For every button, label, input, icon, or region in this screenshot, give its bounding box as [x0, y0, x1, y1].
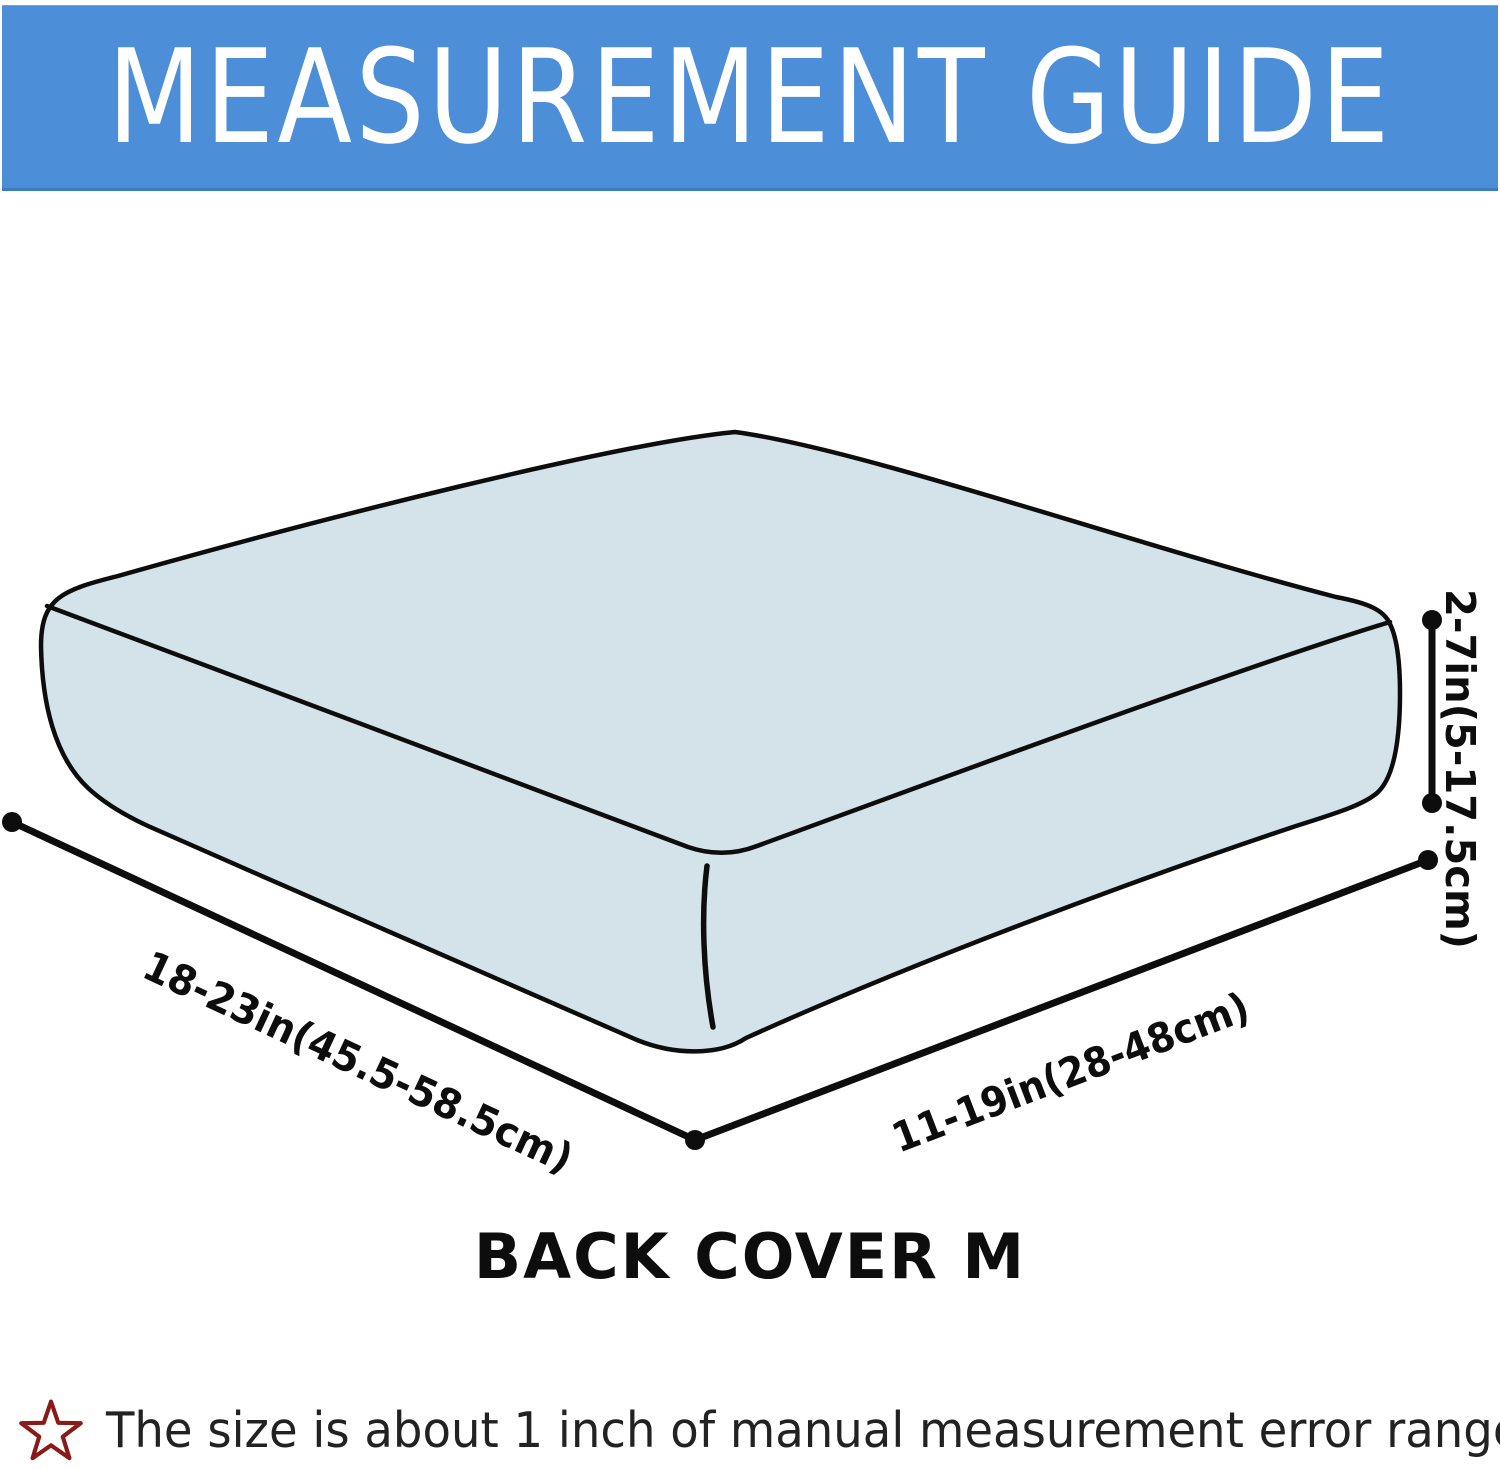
product-label: BACK COVER M [473, 1220, 1027, 1293]
cushion-corner-slit [700, 863, 716, 1030]
cushion-illustration [38, 429, 1403, 1054]
banner-title: MEASUREMENT GUIDE [107, 21, 1393, 173]
banner: MEASUREMENT GUIDE [2, 5, 1498, 191]
dimension-endpoint-dot [1422, 610, 1442, 630]
star-icon [16, 1396, 86, 1466]
footnote: The size is about 1 inch of manual measu… [16, 1396, 1500, 1466]
dimension-label-height: 2-7in(5-17.5cm) [1436, 589, 1484, 949]
dimension-endpoint-dot [1418, 850, 1438, 870]
dimension-lines [2, 610, 1442, 1150]
dimension-endpoint-dot [685, 1130, 705, 1150]
cushion-top-seam [44, 603, 1393, 855]
width-dimension-line [8, 818, 699, 1144]
dimension-endpoint-dot [1422, 793, 1442, 813]
depth-dimension-line [691, 856, 1432, 1144]
dimension-endpoint-dot [2, 812, 22, 832]
footnote-text: The size is about 1 inch of manual measu… [106, 1401, 1500, 1459]
dimension-label-depth: 11-19in(28-48cm) [885, 983, 1255, 1163]
